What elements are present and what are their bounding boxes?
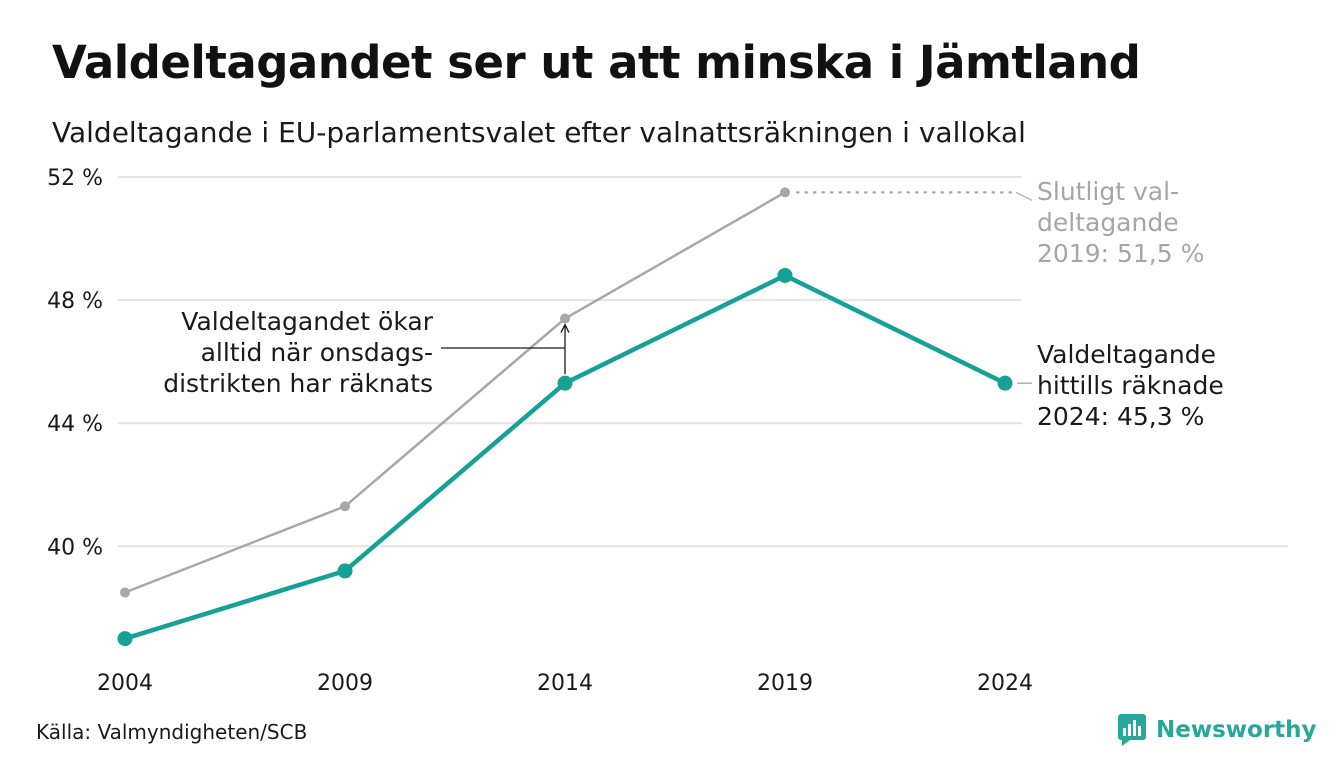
y-tick-label: 40 % (47, 535, 103, 560)
data-point-final (560, 313, 570, 324)
x-tick-label: 2004 (97, 671, 153, 696)
chart-title: Valdeltagandet ser ut att minska i Jämtl… (52, 36, 1141, 89)
final-leader-tick (1015, 191, 1033, 201)
y-tick-label: 44 % (47, 412, 103, 437)
data-point-final (780, 187, 790, 198)
newsworthy-logo-icon (1118, 714, 1146, 746)
data-point-election-night (777, 267, 793, 283)
data-point-final (120, 587, 130, 598)
x-tick-label: 2009 (317, 671, 373, 696)
series-line-final (124, 191, 786, 594)
x-tick-label: 2024 (977, 671, 1033, 696)
x-tick-label: 2019 (757, 671, 813, 696)
note-arrow-head (560, 323, 570, 333)
y-tick-label: 48 % (47, 289, 103, 314)
current-turnout-label: Valdeltagande hittills räknade 2024: 45,3 … (1037, 340, 1224, 431)
source-note: Källa: Valmyndigheten/SCB (36, 720, 308, 744)
final-turnout-label: Slutligt val-deltagande 2019: 51,5 % (1037, 177, 1204, 268)
y-tick-label: 52 % (47, 166, 103, 191)
brand-name: Newsworthy (1156, 717, 1317, 743)
data-point-election-night (557, 375, 573, 391)
data-point-election-night (997, 375, 1013, 391)
x-tick-label: 2014 (537, 671, 593, 696)
data-point-final (340, 501, 350, 512)
chart-subtitle: Valdeltagande i EU-parlamentsvalet efter… (52, 116, 1026, 149)
data-point-election-night (117, 631, 133, 647)
data-point-election-night (337, 563, 353, 579)
brand-logo: Newsworthy (1118, 714, 1317, 746)
wednesday-note-label: Valdeltagandet ökar alltid när onsdags-di… (163, 307, 433, 398)
